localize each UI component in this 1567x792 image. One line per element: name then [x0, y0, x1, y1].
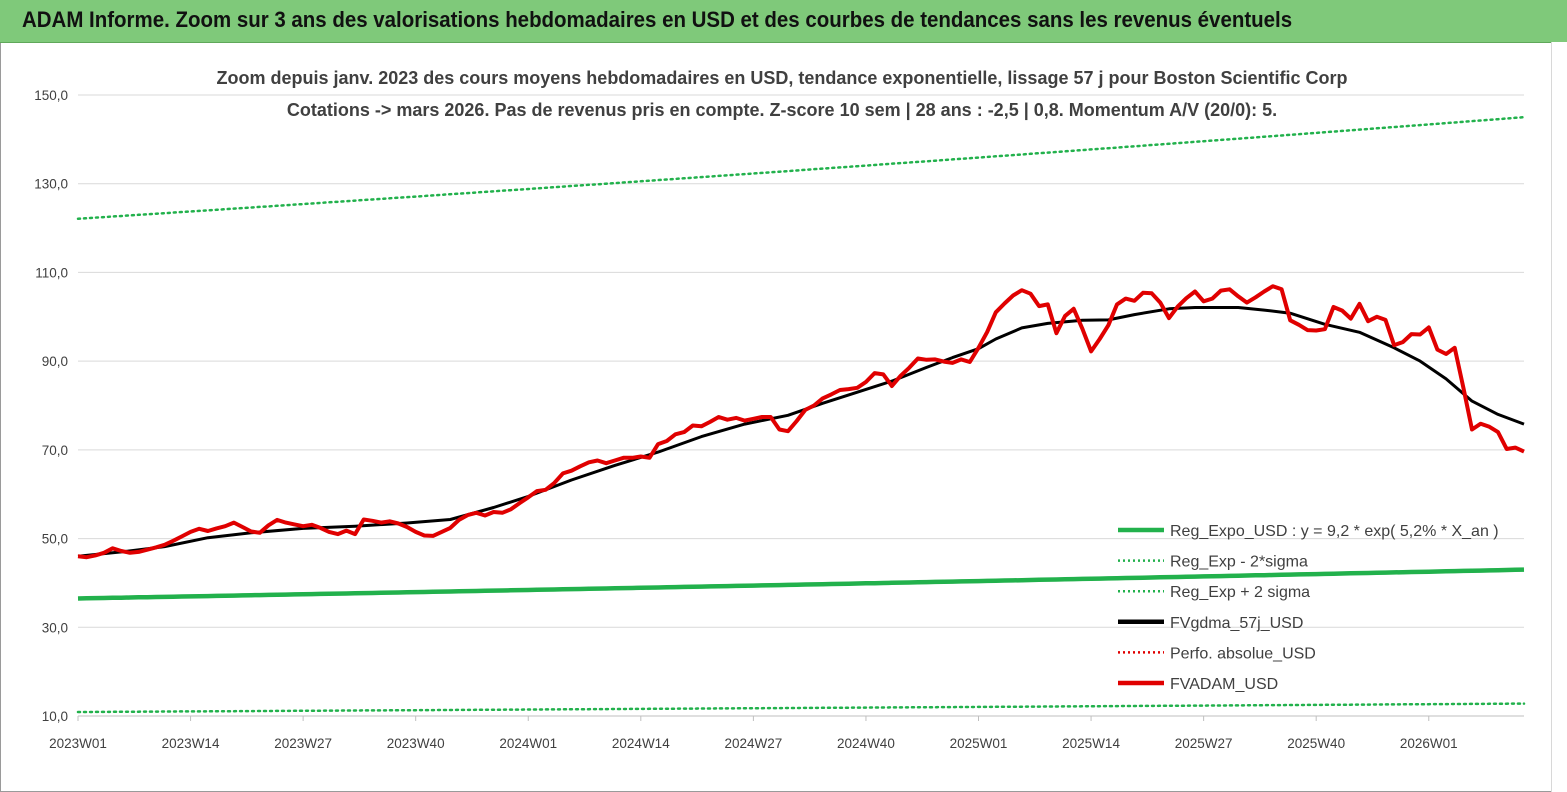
- series-reg-expo: [77, 567, 1525, 601]
- report-title: ADAM Informe. Zoom sur 3 ans des valoris…: [22, 7, 1293, 32]
- x-tick-label: 2025W40: [1287, 736, 1345, 751]
- legend-label-reg_plus: Reg_Exp + 2 sigma: [1170, 584, 1310, 601]
- gridlines: [78, 94, 1524, 717]
- legend-label-perfo: Perfo. absolue_USD: [1170, 645, 1316, 662]
- y-tick-label: 70,0: [42, 443, 68, 458]
- right-scroll-edge: [1551, 42, 1567, 792]
- x-tick-label: 2023W01: [49, 736, 107, 751]
- legend-label-fvadam: FVADAM_USD: [1170, 676, 1278, 693]
- y-axis-ticks: 10,0 30,0 50,0 70,0 90,0 110,0 130,0 150,0: [34, 88, 68, 724]
- x-tick-label: 2024W40: [837, 736, 895, 751]
- x-axis-ticks: 2023W01 2023W14 2023W27 2023W40 2024W01 2024W…: [49, 716, 1458, 751]
- x-tick-label: 2023W27: [274, 736, 332, 751]
- chart-title-line1: Zoom depuis janv. 2023 des cours moyens …: [217, 68, 1348, 88]
- x-tick-label: 2025W01: [950, 736, 1008, 751]
- y-tick-label: 130,0: [34, 177, 68, 192]
- y-tick-label: 10,0: [42, 709, 68, 724]
- series-fvadam: [77, 284, 1525, 560]
- report-banner: ADAM Informe. Zoom sur 3 ans des valoris…: [0, 0, 1567, 43]
- x-tick-label: 2023W14: [162, 736, 220, 751]
- x-tick-label: 2025W27: [1175, 736, 1233, 751]
- x-tick-label: 2026W01: [1400, 736, 1458, 751]
- series-reg-minus-2sigma: [76, 702, 1526, 714]
- legend-label-reg_minus: Reg_Exp - 2*sigma: [1170, 554, 1308, 571]
- y-tick-label: 110,0: [35, 265, 68, 280]
- x-tick-label: 2023W40: [387, 736, 445, 751]
- y-tick-label: 90,0: [42, 354, 68, 369]
- legend-label-reg_expo: Reg_Expo_USD : y = 9,2 * exp( 5,2% * X_a…: [1170, 523, 1499, 540]
- y-tick-label: 30,0: [42, 620, 68, 635]
- y-tick-label: 50,0: [42, 532, 68, 547]
- legend: Reg_Expo_USD : y = 9,2 * exp( 5,2% * X_a…: [1118, 523, 1499, 693]
- x-tick-label: 2024W27: [724, 736, 782, 751]
- series-lines: [76, 115, 1526, 714]
- chart-title-line2: Cotations -> mars 2026. Pas de revenus p…: [287, 100, 1277, 120]
- series-reg-plus-2sigma: [76, 115, 1526, 221]
- series-fvgdma-57j: [77, 306, 1525, 558]
- x-tick-label: 2024W01: [499, 736, 557, 751]
- x-tick-label: 2025W14: [1062, 736, 1120, 751]
- legend-label-fvgdma: FVgdma_57j_USD: [1170, 615, 1303, 632]
- x-tick-label: 2024W14: [612, 736, 670, 751]
- y-tick-label: 150,0: [34, 88, 68, 103]
